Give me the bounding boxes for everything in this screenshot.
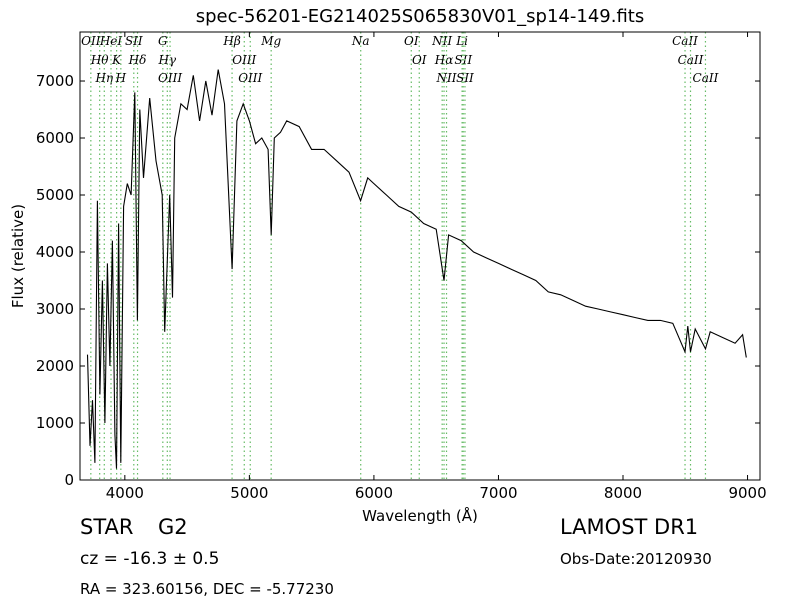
- y-tick-label: 4000: [36, 243, 74, 261]
- obs-date: Obs-Date:20120930: [560, 550, 712, 568]
- plot-frame: [79, 31, 761, 481]
- spectral-line-label: OIII: [158, 71, 182, 85]
- spectral-line-label: OII: [81, 34, 101, 48]
- y-tick-label: 3000: [36, 300, 74, 318]
- spectral-line-label: Hβ: [222, 34, 240, 48]
- spectral-line-label: Hη: [94, 71, 113, 85]
- y-tick-label: 1000: [36, 414, 74, 432]
- coordinates: RA = 323.60156, DEC = -5.77230: [80, 580, 334, 598]
- spectral-line-label: Hδ: [128, 53, 147, 67]
- spectral-line-label: Na: [351, 34, 370, 48]
- spectral-line-label: OIII: [232, 53, 256, 67]
- survey: LAMOST DR1: [560, 515, 698, 539]
- y-axis-label: Flux (relative): [9, 204, 27, 308]
- spectral-line-label: OI: [404, 34, 419, 48]
- spectral-line-label: HeI: [99, 34, 123, 48]
- spectral-line-label: Li: [455, 34, 468, 48]
- spectral-line-label: CaII: [678, 53, 704, 67]
- y-tick-label: 6000: [36, 129, 74, 147]
- x-tick-label: 7000: [479, 484, 517, 502]
- spectral-line-label: Hθ: [90, 53, 109, 67]
- spectral-line-label: NII: [431, 34, 452, 48]
- y-tick-label: 7000: [36, 72, 74, 90]
- spectrum-line: [86, 69, 747, 469]
- spectral-line-label: Hγ: [157, 53, 176, 67]
- x-tick-label: 4000: [106, 484, 144, 502]
- x-tick-label: 8000: [604, 484, 642, 502]
- y-tick-label: 5000: [36, 186, 74, 204]
- spectral-line-label: NII: [436, 71, 457, 85]
- spectral-line-label: OIII: [238, 71, 262, 85]
- spectral-line-label: SII: [456, 71, 474, 85]
- spectral-line-label: Hα: [434, 53, 454, 67]
- x-tick-label: 5000: [230, 484, 268, 502]
- spectral-line-label: H: [115, 71, 127, 85]
- spectral-line-label: OI: [412, 53, 427, 67]
- spectral-line-label: Mg: [260, 34, 281, 48]
- y-tick-label: 2000: [36, 357, 74, 375]
- spectral-line-label: CaII: [693, 71, 719, 85]
- object-class: STAR: [80, 515, 133, 539]
- spectral-line-label: SII: [125, 34, 143, 48]
- spectral-line-label: CaII: [672, 34, 698, 48]
- x-tick-label: 6000: [355, 484, 393, 502]
- spectral-line-label: SII: [454, 53, 472, 67]
- spectral-line-label: G: [158, 34, 168, 48]
- chart-title: spec-56201-EG214025S065830V01_sp14-149.f…: [196, 6, 644, 27]
- subclass: G2: [158, 515, 188, 539]
- y-tick-label: 0: [64, 471, 74, 489]
- spectral-line-label: K: [111, 53, 122, 67]
- x-axis-label: Wavelength (Å): [362, 506, 478, 525]
- redshift: cz = -16.3 ± 0.5: [80, 549, 219, 569]
- x-tick-label: 9000: [728, 484, 766, 502]
